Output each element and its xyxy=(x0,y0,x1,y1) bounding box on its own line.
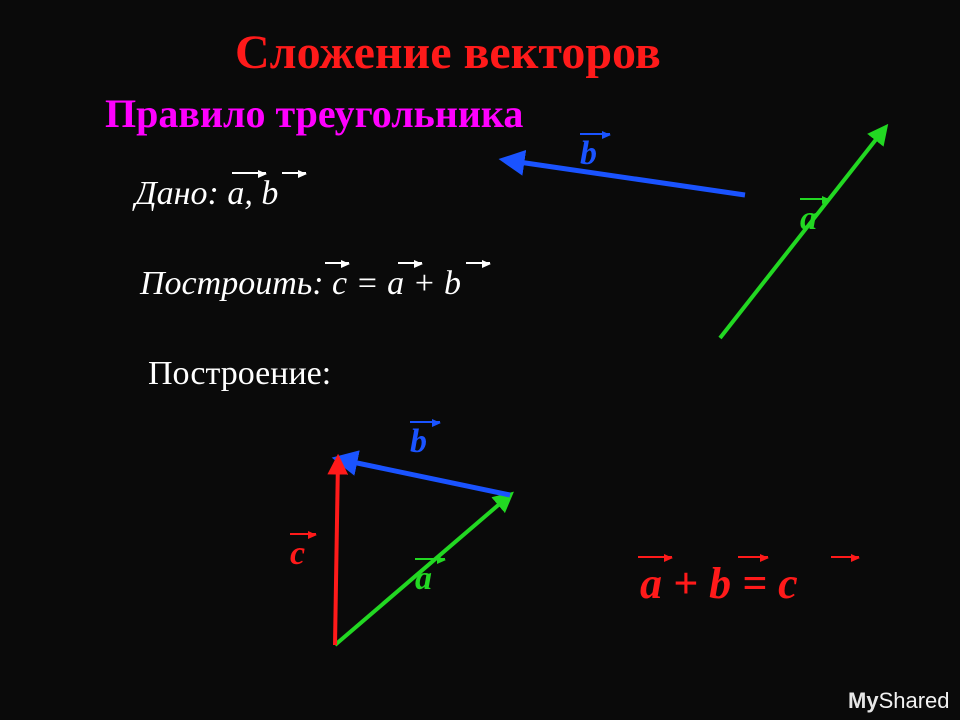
vector-overline-icon xyxy=(738,556,768,558)
label-top-a: a xyxy=(800,200,817,238)
vector-overline-icon xyxy=(398,262,422,264)
label-bot-b: b xyxy=(410,423,427,461)
given-text: Дано: a, b xyxy=(135,175,278,213)
build-text: Построить: c = a + b xyxy=(140,265,461,303)
given-prefix: Дано: xyxy=(135,175,219,212)
vector-overline-icon xyxy=(580,133,610,135)
vector-overline-icon xyxy=(410,421,440,423)
build-eq: = xyxy=(356,265,387,302)
eq-c: c xyxy=(778,559,798,608)
vector-overline-icon xyxy=(232,172,266,174)
build-plus: + xyxy=(413,265,444,302)
equation: a + b = c xyxy=(640,558,798,609)
watermark: MyShared xyxy=(848,688,950,714)
slide-subtitle: Правило треугольника xyxy=(105,90,523,137)
label-top-b: b xyxy=(580,135,597,173)
vector-overline-icon xyxy=(638,556,672,558)
vector-overline-icon xyxy=(831,556,859,558)
given-var-a: a, xyxy=(227,175,253,212)
watermark-my: My xyxy=(848,688,879,713)
given-var-b: b xyxy=(261,175,278,212)
build-c: c xyxy=(332,265,347,302)
eq-plus: + xyxy=(673,559,709,608)
vector-overline-icon xyxy=(800,198,830,200)
vector-overline-icon xyxy=(466,262,490,264)
vector-overline-icon xyxy=(290,533,316,535)
construction-label: Построение: xyxy=(148,355,331,393)
build-a: a xyxy=(387,265,404,302)
label-bot-c: c xyxy=(290,535,305,573)
slide-stage: Сложение векторов Правило треугольника Д… xyxy=(0,0,960,720)
vector-overline-icon xyxy=(415,558,445,560)
build-prefix: Построить: xyxy=(140,265,324,302)
eq-b: b xyxy=(709,559,731,608)
label-bot-a: a xyxy=(415,560,432,598)
eq-a: a xyxy=(640,559,662,608)
slide-title: Сложение векторов xyxy=(235,25,661,80)
eq-eq: = xyxy=(742,559,778,608)
watermark-shared: Shared xyxy=(879,688,950,713)
build-b: b xyxy=(444,265,461,302)
vector-overline-icon xyxy=(282,172,306,174)
vector-overline-icon xyxy=(325,262,349,264)
